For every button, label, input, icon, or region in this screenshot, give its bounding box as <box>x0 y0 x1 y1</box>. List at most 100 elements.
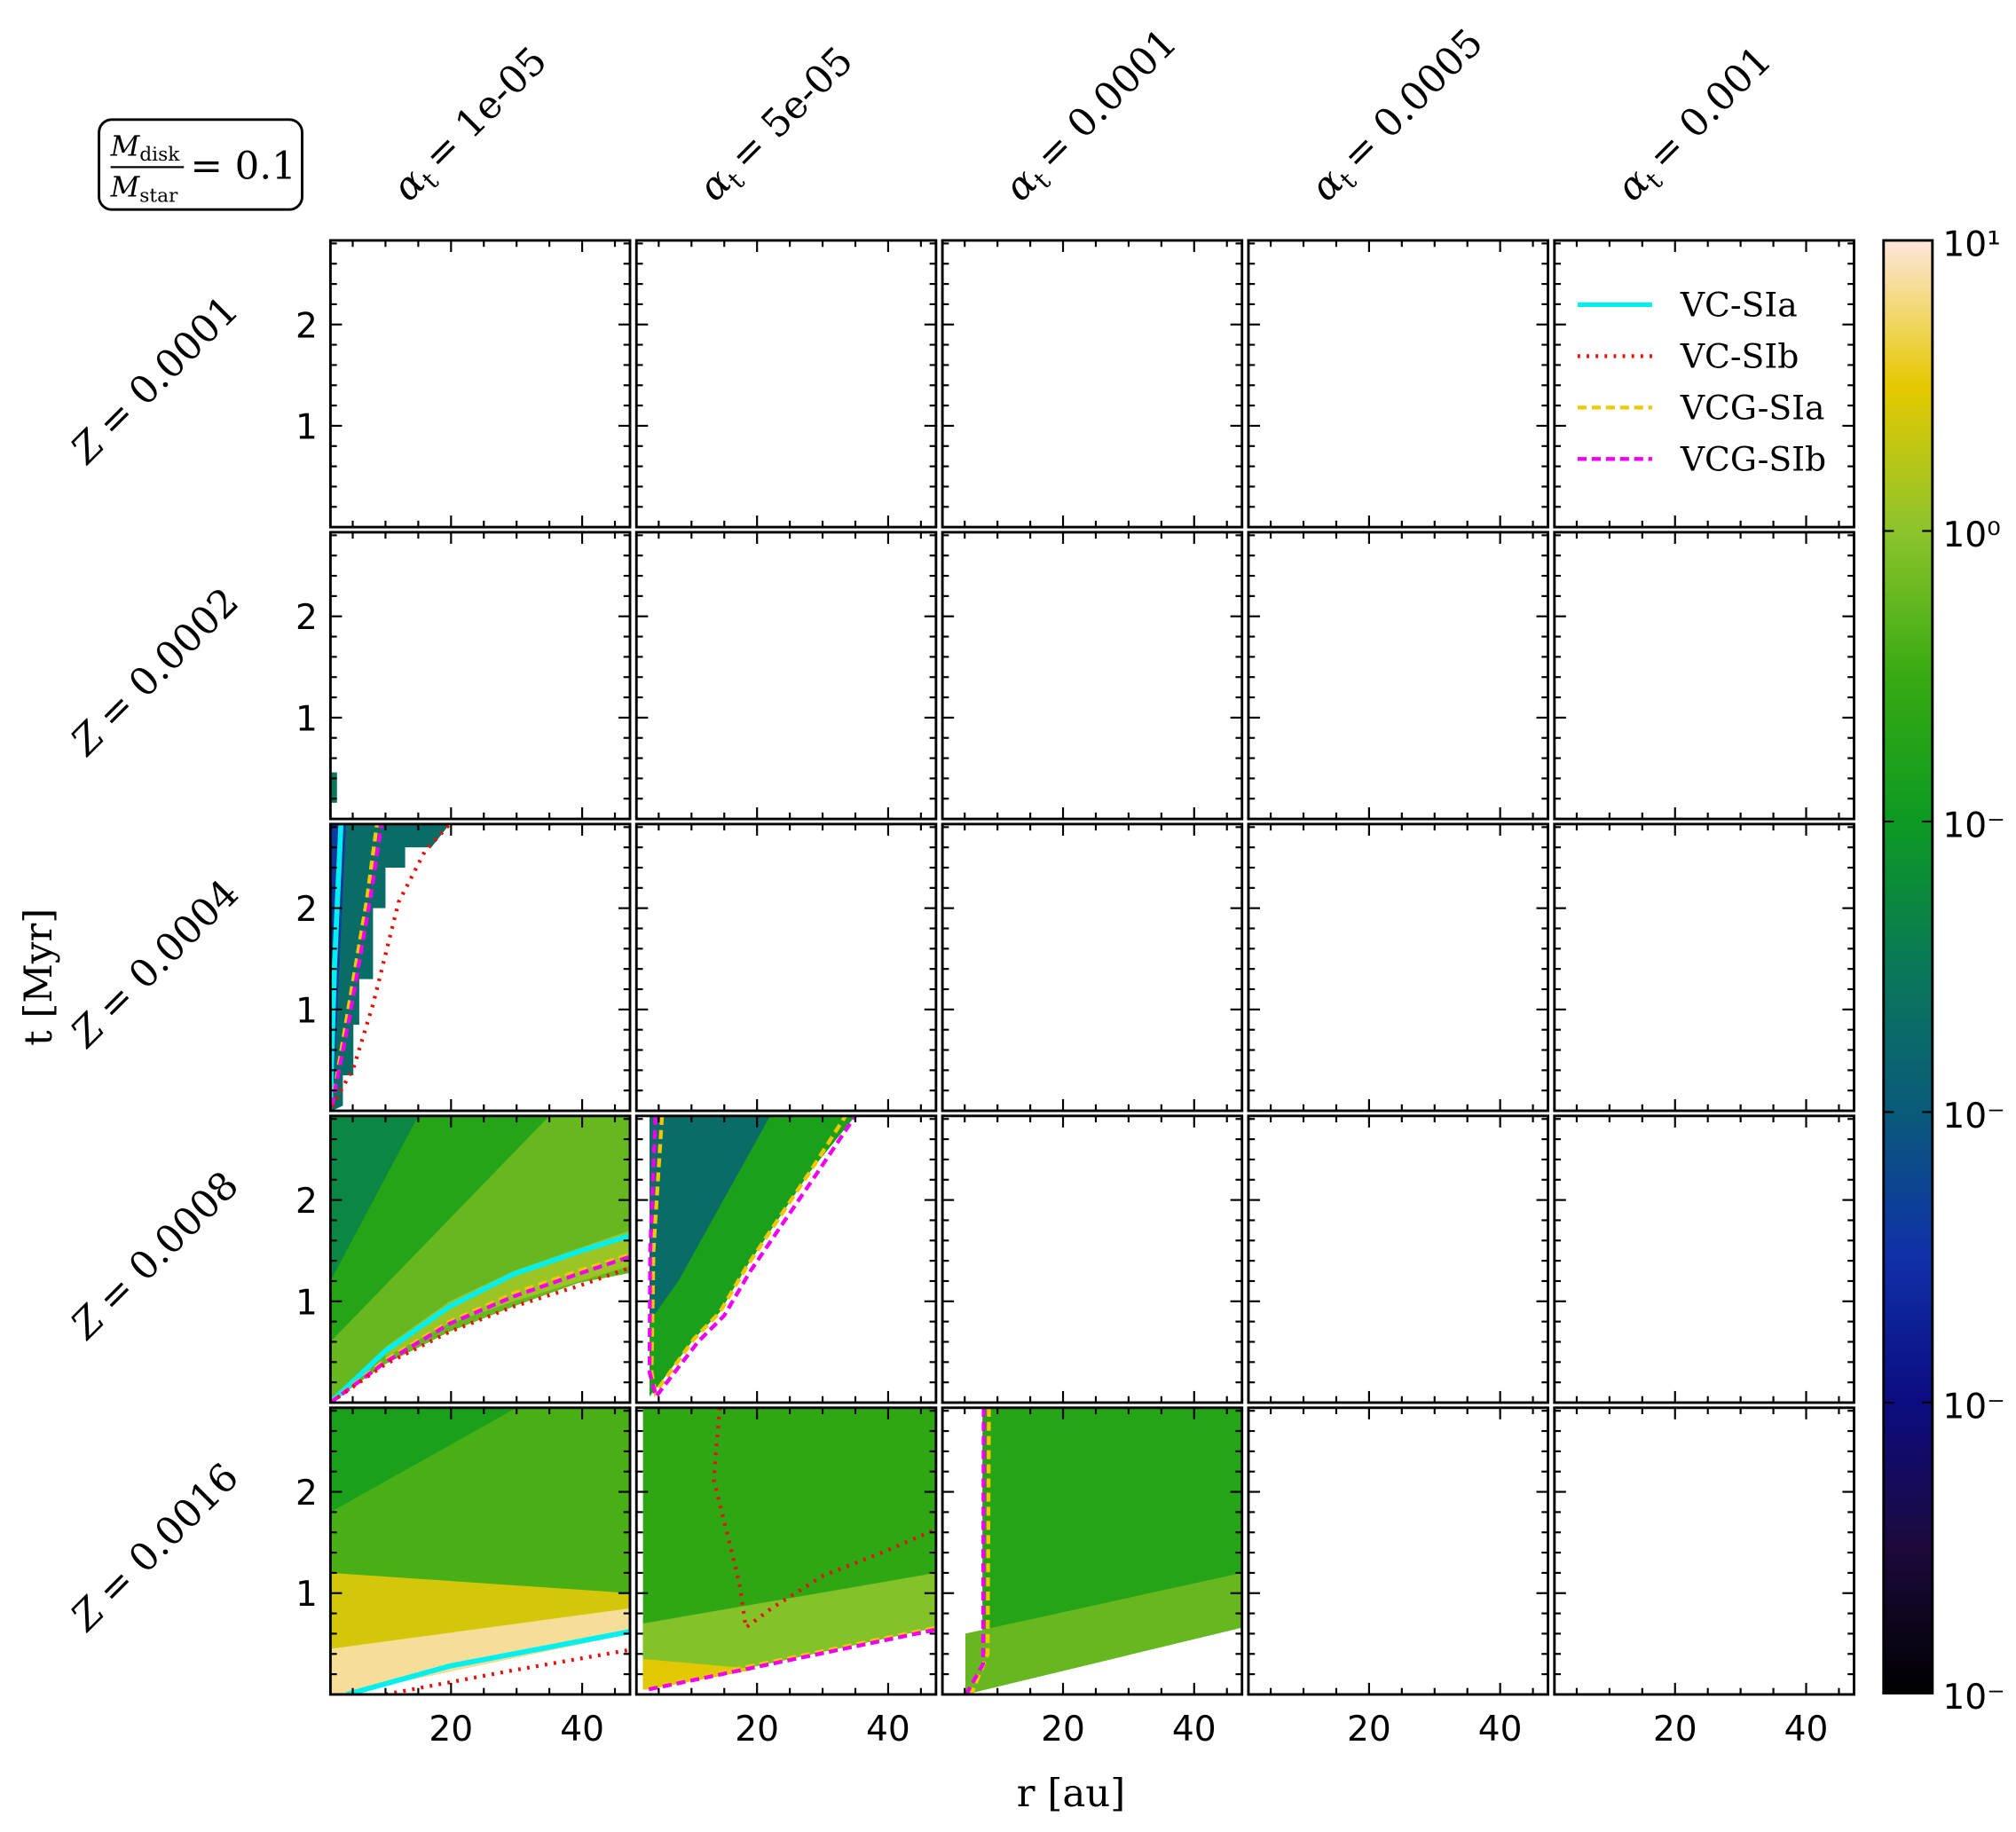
x-tick-label: 20 <box>429 1710 473 1749</box>
column-label: αt= 5e-05 <box>690 38 865 213</box>
heat-region <box>330 823 450 1112</box>
row-label: Z= 0.0002 <box>62 579 248 765</box>
panel-data <box>330 1115 630 1403</box>
panel-frame <box>1553 1406 1855 1696</box>
contour-line <box>648 1625 936 1690</box>
y-tick-label: 2 <box>295 306 318 346</box>
colorbar-tick-label: 10⁻ <box>1942 1097 2004 1136</box>
panel-frame <box>328 531 632 821</box>
x-tick-label: 20 <box>1041 1710 1085 1749</box>
x-axis-label: r [au] <box>1017 1772 1125 1816</box>
panel-frame <box>1247 531 1550 821</box>
y-axis-label: t [Myr] <box>17 908 61 1046</box>
x-tick-label: 40 <box>1172 1710 1217 1749</box>
panel-frame <box>1553 1114 1855 1404</box>
annotation-numerator: Mdisk <box>110 129 181 166</box>
y-tick-label: 1 <box>295 407 318 447</box>
legend-label: VC-SIa <box>1680 285 1798 324</box>
x-tick-label: 40 <box>560 1710 604 1749</box>
y-tick-label: 1 <box>295 991 318 1031</box>
panel-frame <box>941 1406 1244 1696</box>
panel-frame <box>1247 822 1550 1113</box>
panel-data <box>647 1115 857 1401</box>
panel-frame <box>634 531 938 821</box>
panel-data <box>642 1407 936 1692</box>
x-tick-label: 40 <box>1784 1710 1829 1749</box>
col-value: = 1e-05 <box>415 38 555 178</box>
col-value: = 0.001 <box>1640 38 1781 179</box>
row-value: = 0.0004 <box>90 871 248 1029</box>
legend-label: VCG-SIa <box>1680 388 1825 427</box>
colorbar-tick-label: 10⁰ <box>1942 515 2000 555</box>
contour-line <box>385 1647 630 1694</box>
panel-frame <box>634 239 938 529</box>
num: M <box>110 129 141 162</box>
heat-region <box>642 1572 936 1690</box>
col-value: = 5e-05 <box>721 38 862 178</box>
annotation-denominator: Mstar <box>110 170 178 208</box>
row-value: = 0.0001 <box>90 287 248 445</box>
panel-frame <box>1553 239 1855 529</box>
heat-region <box>650 1115 770 1322</box>
annotation-box <box>98 118 303 211</box>
row-label: Z= 0.0008 <box>62 1163 248 1348</box>
x-tick-label: 40 <box>1478 1710 1523 1749</box>
heat-region <box>330 1407 517 1513</box>
legend-label: VC-SIb <box>1680 336 1799 375</box>
panel-frame <box>634 1114 938 1404</box>
panel-frame <box>1247 1114 1550 1404</box>
heat-region <box>385 1230 630 1357</box>
panel-frame <box>328 1406 632 1696</box>
panel-frame <box>328 239 632 529</box>
panel-data <box>330 823 452 1112</box>
heat-region <box>965 1572 1242 1694</box>
panel-data <box>964 1407 1242 1694</box>
panel-data <box>330 772 337 803</box>
y-tick-label: 1 <box>295 1283 318 1323</box>
heat-region <box>642 1658 758 1690</box>
panel-frame <box>1553 531 1855 821</box>
column-label: αt= 0.0001 <box>996 20 1189 213</box>
y-tick-label: 2 <box>295 1182 318 1222</box>
den-sub: star <box>139 185 178 208</box>
y-tick-label: 1 <box>295 1575 318 1615</box>
panel-frame <box>1247 239 1550 529</box>
panel-frame <box>328 822 632 1113</box>
y-tick-label: 1 <box>295 699 318 739</box>
y-tick-label: 2 <box>295 598 318 638</box>
y-tick-label: 2 <box>295 890 318 930</box>
row-value: = 0.0002 <box>90 579 248 737</box>
contour-line <box>650 1115 847 1397</box>
row-value: = 0.0008 <box>90 1163 248 1321</box>
contour-line <box>648 1627 936 1692</box>
panel-frame <box>634 822 938 1113</box>
panel-frame <box>1247 1406 1550 1696</box>
colorbar <box>1882 239 1934 1694</box>
contour-line <box>346 1629 630 1694</box>
panel-frame <box>634 1406 938 1696</box>
heat-region <box>330 772 337 803</box>
annotation-eq: = 0.1 <box>190 144 295 188</box>
column-label: αt= 1e-05 <box>384 38 559 213</box>
colorbar-tick-label: 10⁻ <box>1942 1678 2004 1718</box>
row-value: = 0.0016 <box>90 1455 248 1613</box>
row-label: Z= 0.0001 <box>62 287 248 473</box>
x-tick-label: 20 <box>735 1710 779 1749</box>
colorbar-tick-label: 10⁻ <box>1942 806 2004 845</box>
panel-frame <box>1553 822 1855 1113</box>
col-value: = 0.0005 <box>1334 20 1492 178</box>
col-value: = 0.0001 <box>1028 20 1185 178</box>
heat-region <box>330 1608 630 1694</box>
colorbar-tick-label: 10¹ <box>1942 224 2000 264</box>
x-tick-label: 40 <box>866 1710 910 1749</box>
contour-line <box>330 823 384 1107</box>
heat-region <box>330 1115 419 1281</box>
row-label: Z= 0.0004 <box>62 871 248 1057</box>
x-tick-label: 20 <box>1347 1710 1391 1749</box>
y-tick-label: 2 <box>295 1474 318 1514</box>
x-tick-label: 20 <box>1653 1710 1697 1749</box>
contour-line <box>330 1254 630 1403</box>
contour-line <box>330 823 452 1108</box>
